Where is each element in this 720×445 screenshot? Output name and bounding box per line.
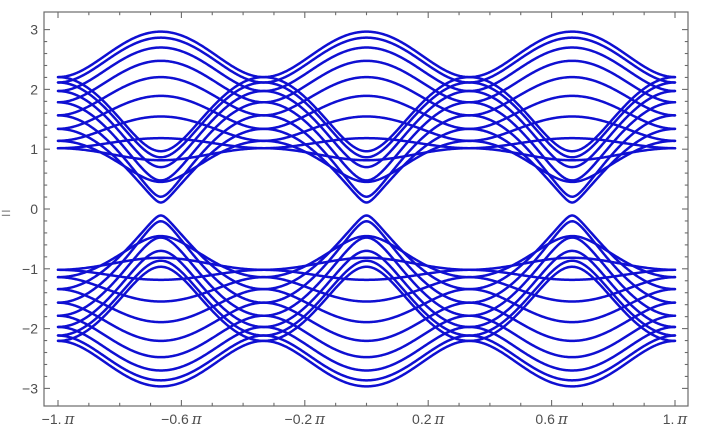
band-curve (56, 249, 677, 329)
band-curve (56, 75, 677, 117)
band-curve (56, 314, 677, 359)
band-curve (56, 136, 677, 150)
x-tick-label: 1. π (663, 410, 689, 428)
band-curve (56, 59, 677, 104)
x-tick-label: −0.2 π (285, 410, 327, 428)
band-curve (56, 146, 677, 162)
band-curve (56, 94, 677, 131)
band-curve (56, 325, 677, 372)
x-tick-label: 0.6 π (535, 410, 568, 428)
band-curve (56, 301, 677, 343)
x-tick-label: 0.2 π (412, 410, 445, 428)
band-curve (56, 339, 677, 388)
y-tick-label: −3 (22, 380, 38, 396)
plot-frame (43, 11, 689, 407)
y-tick-label: 2 (30, 81, 38, 97)
y-tick-label: −1 (22, 261, 38, 277)
band-curve (56, 75, 677, 153)
band-curve (56, 115, 677, 143)
band-curve (56, 139, 677, 184)
y-tick-label: 0 (30, 201, 38, 217)
y-tick-label: 3 (30, 22, 38, 38)
band-curve (56, 30, 677, 79)
band-curve (56, 46, 677, 93)
band-curve (56, 256, 677, 272)
band-curve (56, 265, 677, 343)
band-curve (56, 89, 677, 169)
y-tick-label: 1 (30, 141, 38, 157)
band-curve (56, 287, 677, 324)
band-curve (56, 127, 677, 204)
band-curve (56, 236, 677, 317)
band-curve (56, 101, 677, 182)
partial-axis-label-equals: = (1, 204, 11, 223)
band-curve (56, 36, 677, 84)
band-curve (56, 114, 677, 198)
band-curve (56, 214, 677, 291)
x-tick-label: −1. π (42, 410, 76, 428)
band-curve (56, 275, 677, 303)
band-curve (56, 334, 677, 382)
band-curve (56, 259, 677, 337)
x-tick-label: −0.6 π (161, 410, 203, 428)
band-curve (56, 220, 677, 304)
band-curve (56, 234, 677, 279)
band-curve (56, 268, 677, 282)
y-tick-label: −2 (22, 321, 38, 337)
band-curve (56, 81, 677, 159)
